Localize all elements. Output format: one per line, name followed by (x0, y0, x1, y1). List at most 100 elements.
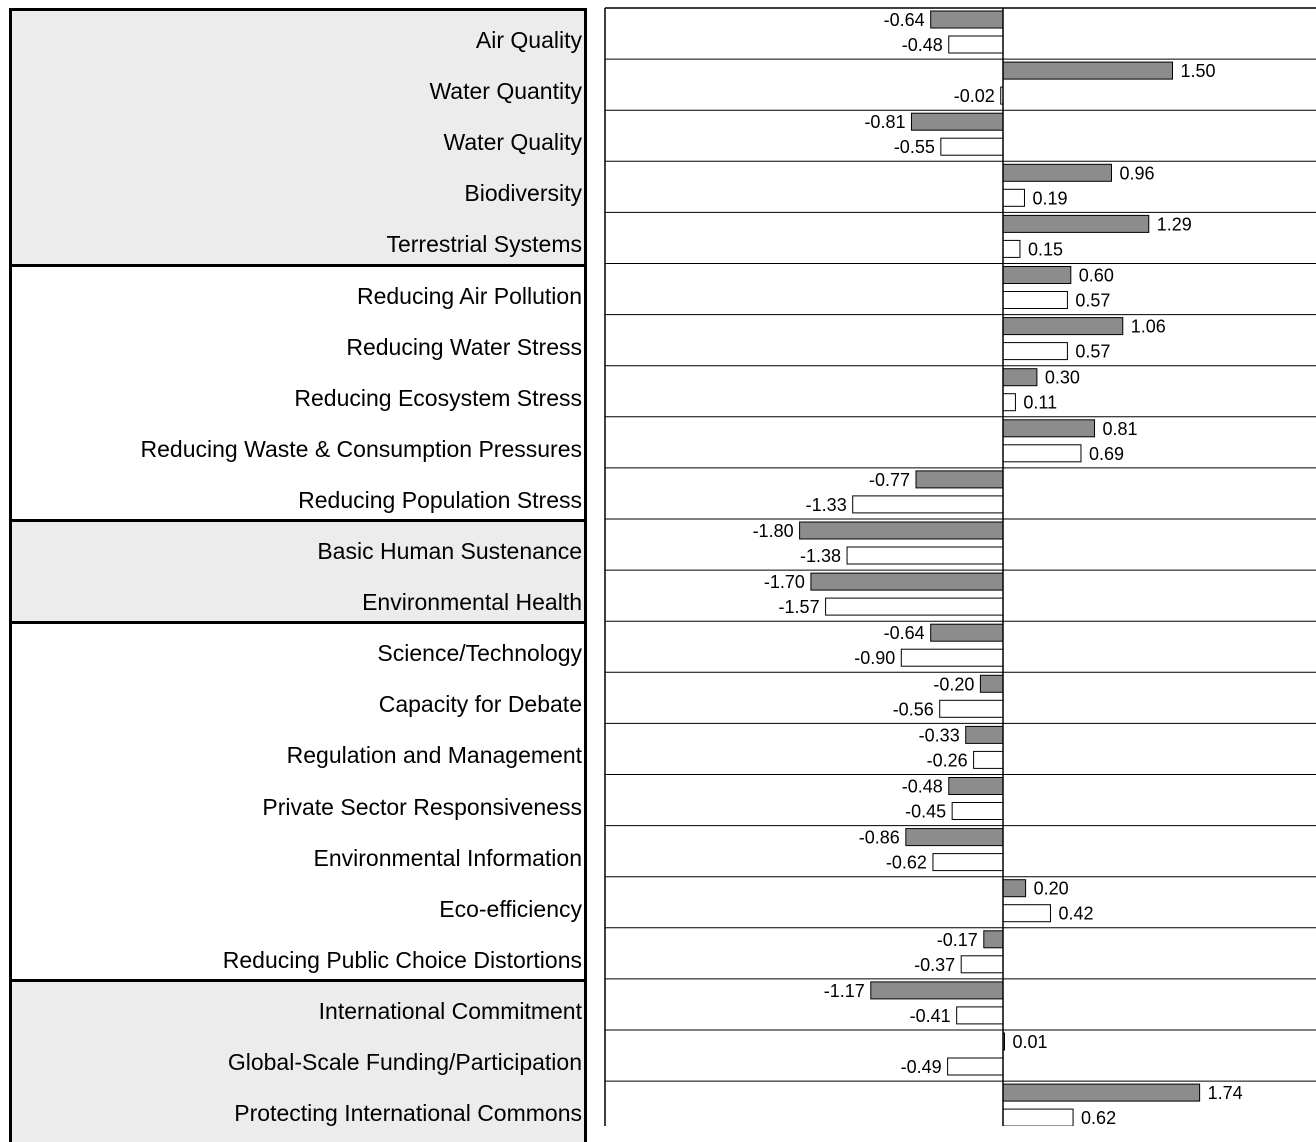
bar-series-2 (960, 955, 1004, 974)
bar-series-1 (870, 981, 1004, 1000)
bar-series-1 (1002, 1083, 1201, 1102)
data-label-series-2: -0.49 (901, 1057, 942, 1077)
data-label-series-2: -0.26 (927, 750, 968, 770)
category-label: International Commitment (318, 997, 582, 1024)
bar-series-1 (1002, 61, 1173, 80)
data-label-series-1: -0.48 (902, 777, 943, 797)
category-label: Science/Technology (377, 640, 582, 667)
data-label-series-2: 0.57 (1075, 291, 1110, 311)
data-label-series-2: -1.38 (800, 546, 841, 566)
bar-series-1 (799, 521, 1004, 540)
bar-series-1 (1002, 214, 1150, 233)
bar-series-1 (1002, 317, 1124, 336)
bar-series-2 (1002, 291, 1068, 309)
data-label-series-2: -1.33 (806, 495, 847, 515)
bar-series-1 (965, 725, 1004, 744)
bar-series-2 (825, 597, 1004, 616)
bar-series-2 (900, 648, 1004, 667)
data-label-series-2: 0.69 (1089, 444, 1124, 464)
bar-series-2 (939, 699, 1004, 718)
category-label: Reducing Water Stress (346, 333, 582, 360)
category-label: Biodiversity (464, 180, 582, 207)
bar-series-2 (951, 802, 1004, 820)
bar-series-1 (948, 777, 1004, 795)
bar-series-1 (1002, 266, 1072, 284)
data-label-series-1: -1.80 (753, 521, 794, 541)
data-label-series-2: -0.56 (893, 699, 934, 719)
category-label: Eco-efficiency (439, 895, 582, 922)
data-label-series-1: -0.33 (919, 725, 960, 745)
data-label-series-2: 0.19 (1032, 188, 1067, 208)
data-label-series-2: 0.42 (1058, 904, 1093, 924)
bar-series-2 (846, 546, 1004, 565)
category-group-1 (9, 8, 587, 264)
data-label-series-1: 0.81 (1103, 419, 1138, 439)
bar-series-1 (910, 112, 1004, 131)
data-label-series-2: -0.45 (905, 802, 946, 822)
data-label-series-2: 0.11 (1023, 393, 1057, 413)
data-label-series-1: -0.77 (869, 470, 910, 490)
category-label: Reducing Air Pollution (356, 282, 582, 309)
category-label: Air Quality (475, 27, 582, 53)
category-label: Environmental Health (362, 589, 582, 616)
category-label: Reducing Ecosystem Stress (294, 384, 582, 411)
bar-series-2 (852, 495, 1004, 514)
bar-series-2 (1002, 342, 1068, 361)
bar-series-2 (1002, 904, 1051, 923)
bar-series-2 (956, 1006, 1004, 1025)
category-label: Capacity for Debate (378, 691, 582, 718)
data-label-series-2: 0.15 (1028, 239, 1063, 259)
category-label: Reducing Public Choice Distortions (222, 946, 582, 973)
bar-series-1 (983, 930, 1004, 949)
bar-series-2 (1002, 1108, 1074, 1126)
bar-series-1 (905, 828, 1004, 847)
category-label: Water Quantity (429, 78, 582, 105)
data-label-series-2: -0.90 (854, 648, 895, 668)
bar-series-1 (1002, 419, 1096, 438)
data-label-series-1: -0.81 (864, 112, 905, 132)
category-label: Global-Scale Funding/Participation (227, 1049, 582, 1075)
data-label-series-1: 0.60 (1079, 266, 1114, 286)
category-group-4 (9, 621, 587, 979)
category-label: Terrestrial Systems (386, 231, 582, 258)
data-label-series-2: -1.57 (779, 597, 820, 617)
data-label-series-1: -0.17 (937, 930, 978, 950)
data-label-series-1: 1.29 (1157, 214, 1192, 234)
data-label-series-1: 1.06 (1131, 317, 1166, 337)
bar-series-2 (973, 750, 1004, 769)
category-group-5 (9, 978, 587, 1142)
data-label-series-2: -0.02 (954, 86, 995, 106)
bar-series-2 (940, 137, 1004, 156)
bar-series-2 (948, 35, 1004, 54)
bar-series-2 (947, 1057, 1004, 1076)
data-label-series-2: -0.62 (886, 853, 927, 873)
data-label-series-1: 0.01 (1013, 1032, 1048, 1052)
data-label-series-1: -0.64 (884, 10, 925, 30)
category-label: Private Sector Responsiveness (262, 793, 582, 820)
data-label-series-1: 1.50 (1181, 61, 1216, 81)
bar-series-2 (1002, 188, 1025, 207)
data-label-series-1: 0.30 (1045, 368, 1080, 388)
bar-series-1 (1002, 368, 1038, 387)
bar-series-1 (930, 623, 1004, 642)
data-label-series-2: -0.55 (894, 137, 935, 157)
category-label: Basic Human Sustenance (317, 538, 582, 564)
category-label: Protecting International Commons (234, 1100, 582, 1127)
bar-series-1 (1002, 879, 1027, 898)
bar-series-1 (810, 572, 1004, 591)
data-label-series-1: -1.17 (824, 981, 865, 1001)
bar-series-2 (1002, 444, 1082, 463)
bar-series-2 (932, 853, 1004, 872)
data-label-series-1: -0.64 (884, 623, 925, 643)
bar-series-2 (1002, 393, 1016, 412)
data-label-series-1: 0.20 (1034, 879, 1069, 899)
category-group-3 (9, 519, 587, 622)
data-label-series-1: 1.74 (1208, 1083, 1243, 1103)
data-label-series-2: 0.57 (1075, 342, 1110, 362)
data-label-series-2: -0.48 (902, 35, 943, 55)
data-label-series-2: -0.37 (914, 955, 955, 975)
data-label-series-1: -0.20 (933, 674, 974, 694)
category-label-panel: Air Quality Water Quantity Water Quality Bi… (0, 0, 592, 1142)
bar-series-1 (979, 674, 1004, 693)
